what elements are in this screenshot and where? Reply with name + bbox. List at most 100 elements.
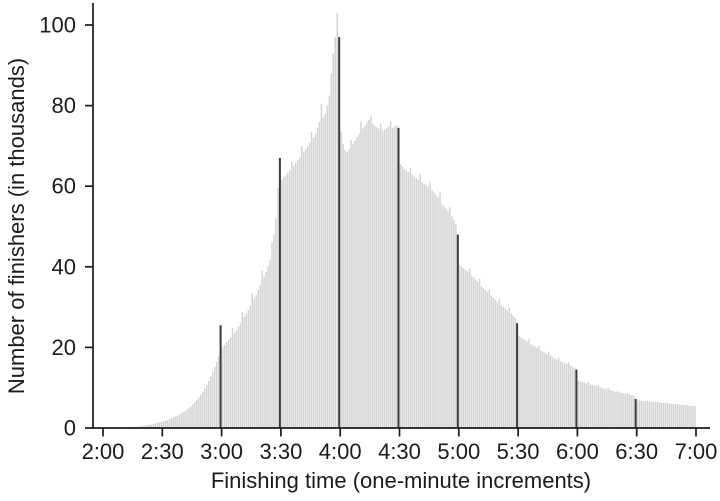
minute-bar — [213, 366, 216, 428]
minute-bar — [597, 385, 599, 428]
threshold-spike-bar — [575, 369, 578, 428]
minute-bar — [437, 197, 439, 428]
minute-bar — [320, 103, 323, 428]
minute-bar — [490, 295, 493, 428]
minute-bar — [212, 371, 214, 428]
minute-bar — [362, 128, 364, 428]
minute-bar — [688, 405, 690, 428]
minute-bar — [352, 143, 354, 428]
minute-bar — [476, 281, 479, 428]
minute-bar — [548, 351, 550, 428]
minute-bar — [208, 380, 210, 428]
minute-bar — [176, 415, 178, 428]
minute-bar — [421, 182, 423, 428]
minute-bar — [429, 182, 431, 428]
minute-bar — [239, 323, 242, 428]
minute-bar — [520, 337, 522, 428]
minute-bar — [148, 424, 151, 428]
minute-bar — [463, 268, 465, 428]
minute-bar — [439, 192, 441, 428]
minute-bar — [188, 408, 190, 428]
minute-bar — [638, 400, 641, 428]
minute-bar — [561, 362, 564, 428]
minute-bar — [376, 127, 378, 429]
minute-bar — [158, 422, 161, 428]
minute-bar — [550, 355, 552, 428]
minute-bar — [251, 293, 253, 428]
minute-bar — [674, 404, 676, 428]
minute-bar — [170, 418, 172, 428]
minute-bar — [559, 361, 562, 428]
minute-bar — [178, 414, 180, 428]
minute-bar — [427, 187, 429, 428]
minute-bar — [510, 313, 512, 428]
minute-bar — [486, 292, 489, 428]
minute-bar — [666, 402, 669, 428]
minute-bar — [411, 174, 414, 428]
minute-bar — [605, 389, 607, 428]
minute-bar — [492, 297, 495, 428]
minute-bar — [389, 121, 392, 428]
y-tick-label: 60 — [52, 174, 76, 199]
minute-bar — [589, 384, 591, 428]
minute-bar — [557, 357, 560, 429]
minute-bar — [652, 402, 655, 428]
minute-bar — [664, 403, 667, 428]
minute-bar — [150, 424, 153, 428]
minute-bar — [425, 185, 427, 428]
minute-bar — [304, 149, 307, 428]
x-tick-label: 4:30 — [378, 439, 421, 464]
minute-bar — [470, 275, 473, 428]
minute-bar — [567, 362, 570, 428]
minute-bar — [334, 37, 336, 429]
minute-bar — [283, 176, 285, 428]
minute-bar — [465, 270, 467, 428]
minute-bar — [291, 162, 293, 428]
minute-bar — [249, 305, 251, 428]
minute-bar — [245, 313, 248, 428]
minute-bar — [615, 391, 617, 428]
minute-bar — [579, 381, 582, 428]
minute-bar — [194, 402, 196, 428]
minute-bar — [573, 367, 576, 428]
minute-bar — [613, 391, 615, 428]
x-tick-label: 5:00 — [437, 439, 480, 464]
minute-bar — [443, 206, 445, 428]
minute-bar — [565, 363, 568, 428]
minute-bar — [445, 208, 447, 428]
minute-bar — [451, 216, 453, 428]
minute-bar — [581, 382, 584, 428]
minute-bar — [277, 188, 279, 428]
minute-bar — [672, 404, 675, 428]
minute-bar — [324, 113, 327, 428]
minute-bar — [180, 413, 182, 428]
minute-bar — [686, 404, 688, 428]
minute-bar — [257, 290, 259, 428]
minute-bar — [273, 234, 275, 428]
minute-bar — [694, 406, 696, 428]
minute-bar — [417, 179, 420, 428]
x-tick-label: 3:30 — [259, 439, 302, 464]
minute-bar — [154, 423, 157, 428]
minute-bar — [399, 164, 402, 428]
minute-bar — [496, 301, 499, 428]
minute-bar — [682, 405, 684, 428]
minute-bar — [524, 340, 526, 428]
minute-bar — [302, 151, 305, 428]
minute-bar — [235, 330, 238, 428]
minute-bar — [186, 409, 188, 428]
minute-bar — [536, 347, 538, 428]
minute-bar — [633, 395, 635, 428]
minute-bar — [374, 125, 376, 428]
minute-bar — [281, 180, 283, 428]
minute-bar — [221, 347, 224, 428]
minute-bar — [455, 224, 457, 428]
minute-bar — [466, 271, 469, 428]
minute-bar — [204, 388, 206, 428]
minute-bar — [599, 387, 601, 428]
y-tick-label: 100 — [39, 13, 76, 38]
minute-bar — [656, 401, 659, 429]
minute-bar — [259, 284, 261, 428]
minute-bar — [571, 366, 574, 428]
minute-bar — [644, 401, 647, 428]
